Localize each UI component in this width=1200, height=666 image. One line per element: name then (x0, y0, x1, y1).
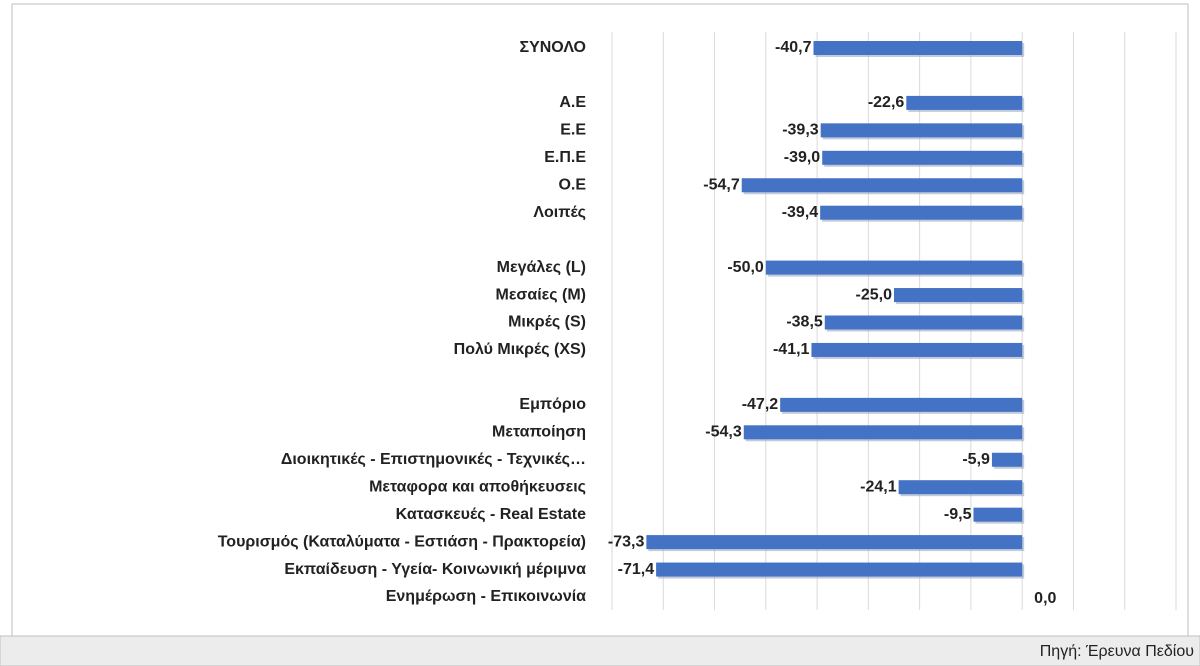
bar (743, 425, 1023, 440)
category-label: Τουρισμός (Καταλύματα - Εστιάση - Πρακτο… (218, 533, 586, 550)
bar (906, 95, 1023, 110)
bar (656, 562, 1023, 577)
category-label: Μεσαίες (M) (496, 286, 587, 303)
bar (894, 288, 1023, 303)
category-label: Ε.Π.Ε (544, 149, 586, 166)
value-label: -71,4 (618, 561, 655, 578)
value-label: -39,0 (784, 149, 821, 166)
bar (646, 535, 1023, 550)
category-label: ΣΥΝΟΛΟ (519, 39, 586, 56)
value-label: -40,7 (775, 39, 812, 56)
category-label: Ο.Ε (558, 176, 586, 193)
category-label: Ε.Ε (560, 122, 586, 139)
bar (898, 480, 1023, 495)
category-label: Μεγάλες (L) (497, 259, 586, 276)
value-label: -73,3 (608, 533, 645, 550)
value-label: -47,2 (742, 396, 779, 413)
value-label: -39,3 (782, 122, 819, 139)
value-label: -5,9 (962, 451, 990, 468)
value-label: -9,5 (944, 506, 972, 523)
category-label: Μικρές (S) (508, 314, 586, 331)
category-label: Εκπαίδευση - Υγεία- Κοινωνική μέριμνα (284, 561, 586, 578)
value-label: -41,1 (773, 341, 810, 358)
bar (780, 397, 1023, 412)
footer-band (0, 635, 1200, 666)
category-label: Κατασκευές - Real Estate (396, 506, 586, 523)
category-label: Διοικητικές - Επιστημονικές - Τεχνικές… (281, 451, 586, 468)
source-note: Πηγή: Έρευνα Πεδίου (1040, 643, 1194, 660)
value-label: -54,3 (705, 424, 742, 441)
bar (741, 178, 1023, 193)
bar (991, 452, 1023, 467)
bar (765, 260, 1023, 275)
value-label: -25,0 (856, 286, 893, 303)
category-label: Λοιπές (533, 204, 586, 221)
category-label: Μεταφορα και αποθήκευσεις (369, 478, 586, 495)
value-label: -54,7 (703, 176, 740, 193)
category-label: Πολύ Μικρές (XS) (454, 341, 586, 358)
category-label: Εμπόριο (519, 396, 586, 413)
bar (824, 315, 1023, 330)
value-label: -50,0 (727, 259, 764, 276)
bar (822, 150, 1023, 165)
value-label: -39,4 (782, 204, 819, 221)
value-label: -24,1 (860, 478, 897, 495)
bar (973, 507, 1023, 522)
bar (811, 342, 1023, 357)
value-label: -38,5 (786, 314, 823, 331)
value-label: 0,0 (1034, 590, 1056, 607)
value-label: -22,6 (868, 94, 905, 111)
bar (820, 205, 1023, 220)
category-label: Ενημέρωση - Επικοινωνία (386, 588, 586, 605)
category-label: Α.Ε (559, 94, 586, 111)
category-label: Μεταποίηση (492, 424, 586, 441)
bar (813, 41, 1023, 55)
bar (820, 123, 1023, 138)
